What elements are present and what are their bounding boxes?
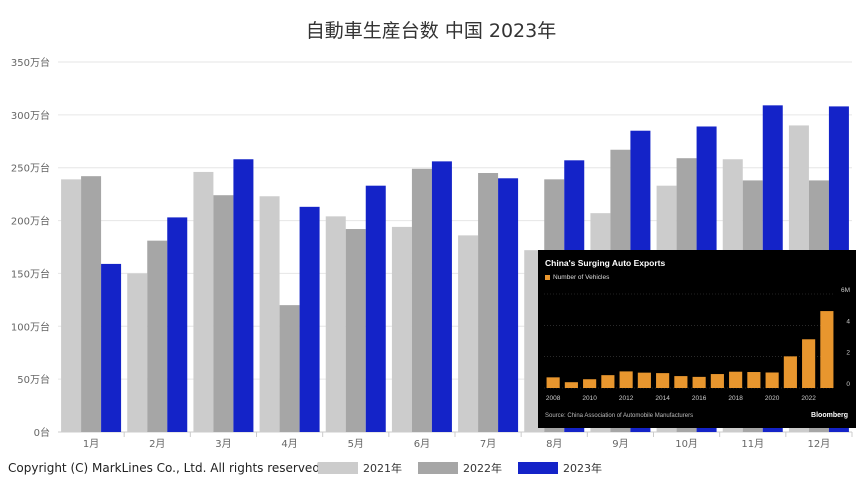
- legend-label-2023: 2023年: [563, 462, 602, 475]
- inset-bar: [583, 379, 597, 388]
- x-tick-label: 6月: [414, 438, 430, 450]
- inset-y-tick-label: 0: [846, 381, 850, 388]
- inset-chart: 0 2 4 6M 2008 2010 2012 2014 2016 2018 2020 2022 Ch…: [538, 250, 856, 428]
- bar-2023: [365, 185, 386, 432]
- legend-label-2021: 2021年: [363, 462, 402, 475]
- chart-title: 自動車生産台数 中国 2023年: [305, 20, 557, 42]
- bar-2022: [345, 229, 366, 432]
- y-tick-label: 50万台: [17, 373, 50, 386]
- bar-2021: [259, 196, 280, 432]
- inset-x-tick-label: 2016: [692, 395, 707, 402]
- inset-y-tick-label: 6M: [841, 287, 850, 294]
- y-tick-label: 300万台: [11, 109, 50, 122]
- legend-swatch-2021: [318, 462, 358, 474]
- inset-bar: [637, 372, 651, 388]
- inset-bar: [747, 372, 761, 388]
- inset-x-tick-label: 2010: [582, 395, 597, 402]
- x-tick-label: 8月: [546, 438, 562, 450]
- inset-chart-svg: 0 2 4 6M 2008 2010 2012 2014 2016 2018 2020 2022: [544, 287, 850, 402]
- inset-y-tick-label: 4: [846, 318, 850, 325]
- inset-y-tick-label: 2: [846, 350, 850, 357]
- inset-x-tick-label: 2014: [655, 395, 670, 402]
- inset-source: Source: China Association of Automobile …: [545, 413, 694, 419]
- bar-2023: [167, 217, 188, 432]
- bar-2021: [391, 226, 412, 432]
- y-tick-label: 150万台: [11, 267, 50, 280]
- bar-2021: [193, 171, 214, 432]
- legend-label-2022: 2022年: [463, 462, 502, 475]
- inset-x-tick-label: 2008: [546, 395, 561, 402]
- bar-2022: [279, 305, 300, 432]
- inset-bar: [820, 311, 834, 388]
- bar-2022: [147, 240, 168, 432]
- inset-bar: [802, 339, 816, 388]
- x-tick-label: 9月: [612, 438, 628, 450]
- y-tick-label: 100万台: [11, 320, 50, 333]
- inset-bar: [692, 376, 706, 388]
- bar-2021: [61, 179, 82, 432]
- bar-2022: [81, 176, 102, 432]
- y-tick-label: 200万台: [11, 215, 50, 228]
- inset-bar: [546, 377, 560, 388]
- x-tick-label: 12月: [808, 438, 831, 450]
- inset-bar: [729, 371, 743, 388]
- inset-legend-swatch: [545, 275, 550, 280]
- inset-x-tick-label: 2018: [728, 395, 743, 402]
- legend-item-2021[interactable]: 2021年: [318, 460, 402, 476]
- inset-bar: [710, 374, 724, 388]
- legend-item-2023[interactable]: 2023年: [518, 460, 602, 476]
- inset-bar: [601, 375, 615, 388]
- x-tick-label: 11月: [741, 438, 764, 450]
- y-tick-label: 0台: [34, 426, 50, 439]
- inset-bar: [564, 382, 578, 388]
- bar-2023: [233, 159, 254, 432]
- x-tick-label: 3月: [215, 438, 231, 450]
- x-tick-label: 4月: [281, 438, 297, 450]
- x-tick-label: 2月: [149, 438, 165, 450]
- inset-x-tick-label: 2012: [619, 395, 634, 402]
- bar-2023: [431, 161, 452, 432]
- x-tick-label: 7月: [480, 438, 496, 450]
- x-tick-label: 10月: [675, 438, 698, 450]
- bar-2023: [101, 263, 122, 432]
- legend-item-2022[interactable]: 2022年: [418, 460, 502, 476]
- x-tick-label: 1月: [83, 438, 99, 450]
- bar-2023: [299, 206, 320, 432]
- legend-swatch-2023: [518, 462, 558, 474]
- inset-title: China's Surging Auto Exports: [545, 258, 666, 268]
- bar-2021: [458, 235, 479, 432]
- bar-2022: [213, 195, 234, 432]
- bar-2021: [127, 273, 148, 432]
- bar-2022: [411, 168, 432, 432]
- inset-bar: [783, 356, 797, 388]
- bar-2021: [325, 216, 346, 432]
- bar-2022: [478, 173, 499, 432]
- legend: 2021年 2022年 2023年: [318, 460, 602, 476]
- inset-legend-label: Number of Vehicles: [553, 274, 610, 281]
- legend-swatch-2022: [418, 462, 458, 474]
- inset-x-tick-label: 2022: [801, 395, 816, 402]
- bar-2023: [498, 178, 519, 432]
- inset-legend: Number of Vehicles: [545, 274, 609, 281]
- inset-bar: [619, 371, 633, 388]
- inset-brand: Bloomberg: [811, 412, 848, 419]
- copyright-text: Copyright (C) MarkLines Co., Ltd. All ri…: [8, 461, 324, 475]
- y-tick-label: 250万台: [11, 162, 50, 175]
- inset-bar: [765, 372, 779, 388]
- inset-bar: [656, 373, 670, 388]
- x-tick-label: 5月: [348, 438, 364, 450]
- inset-x-tick-label: 2020: [765, 395, 780, 402]
- y-tick-label: 350万台: [11, 56, 50, 69]
- inset-bar: [674, 376, 688, 388]
